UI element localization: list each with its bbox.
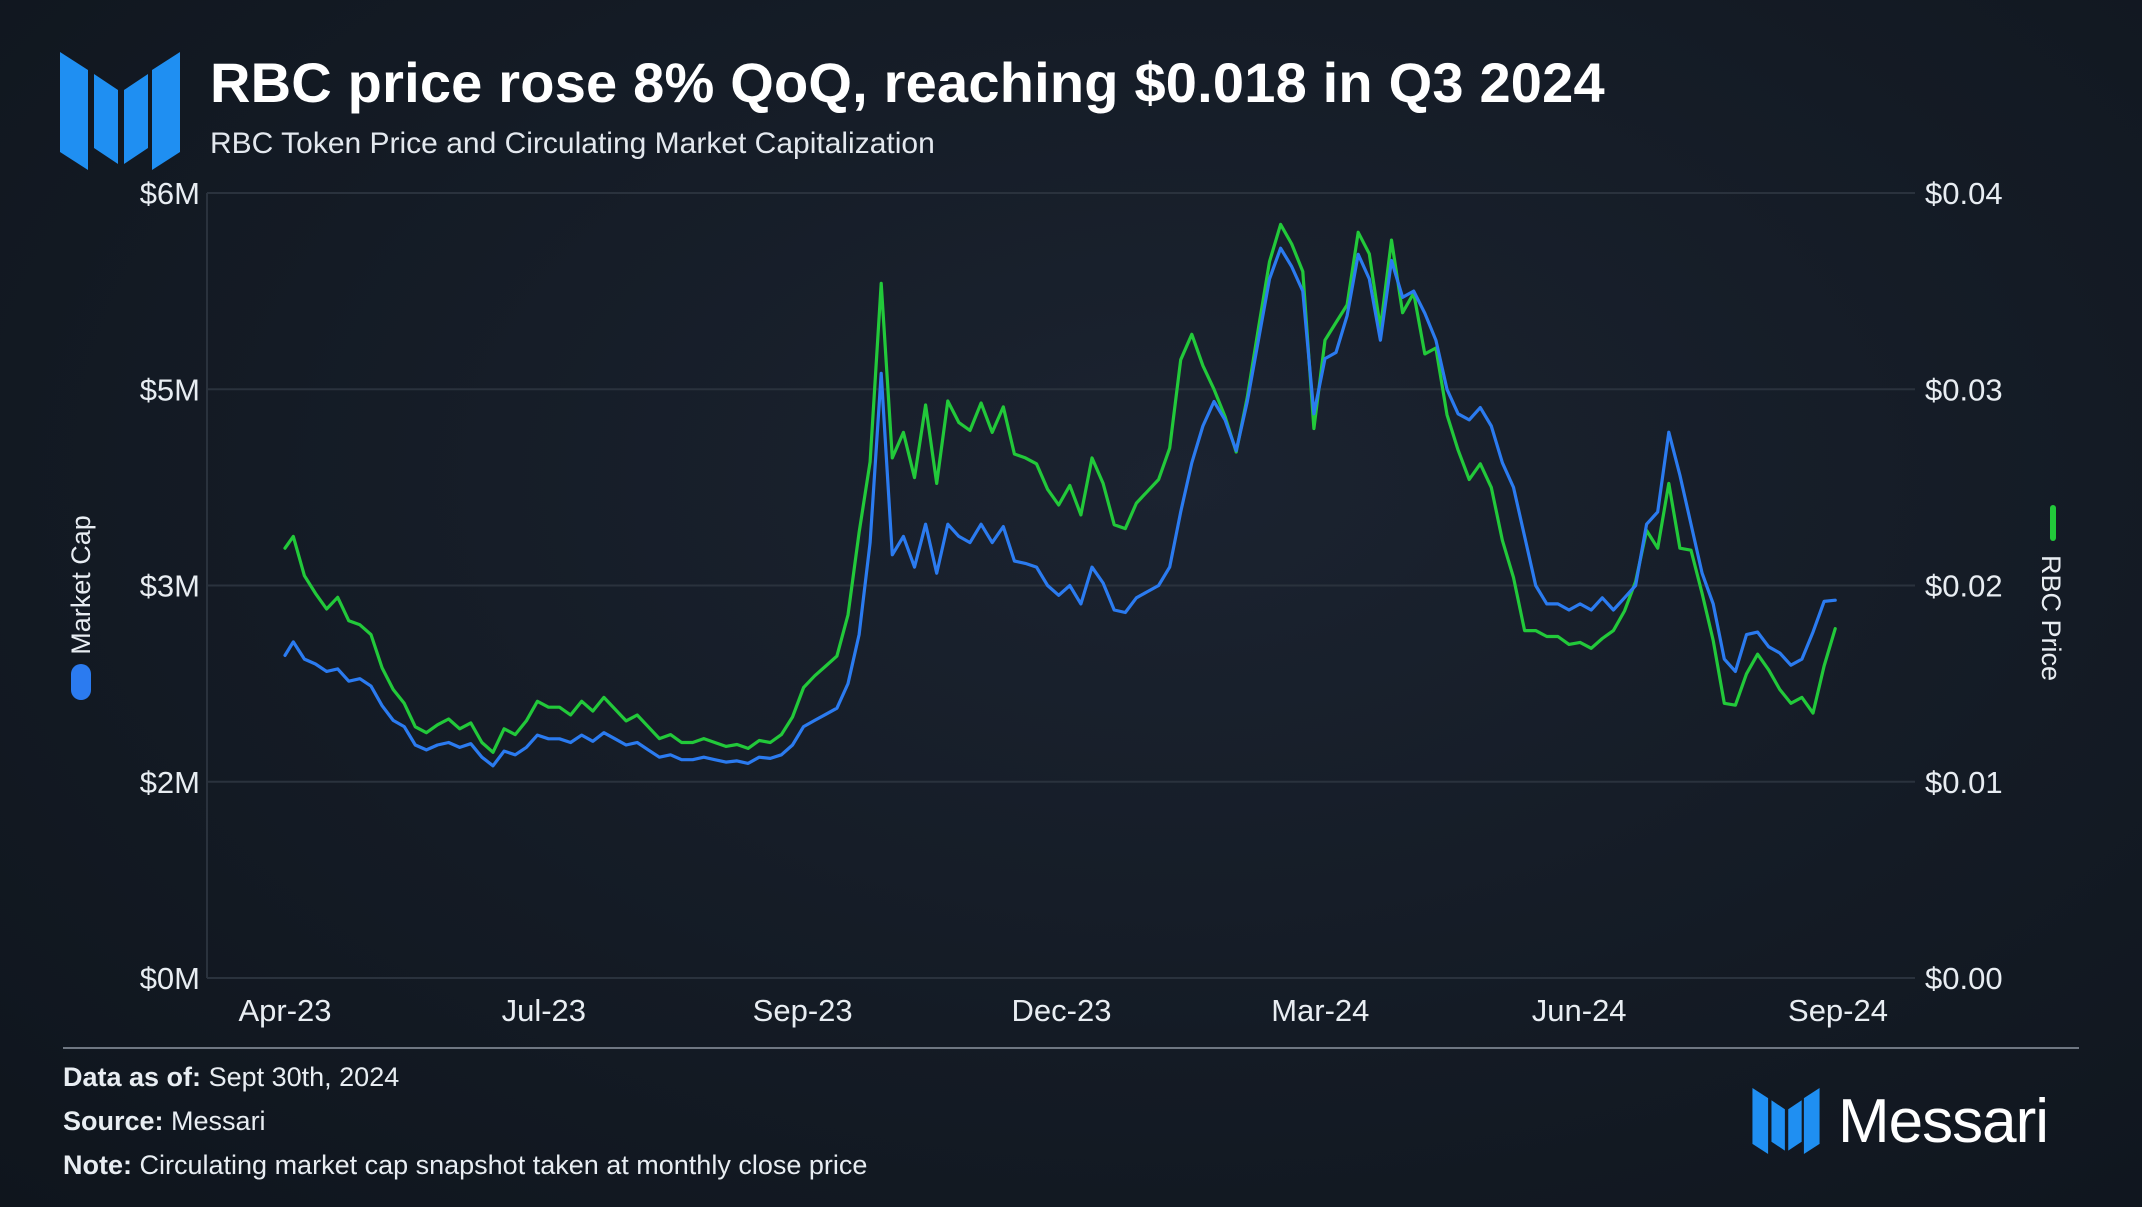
- note-value: Circulating market cap snapshot taken at…: [139, 1150, 868, 1180]
- rbc-price-legend-swatch: [2050, 505, 2056, 541]
- x-axis-ticks: Apr-23 Jul-23 Sep-23 Dec-23 Mar-24 Jun-24 Sep-…: [238, 993, 1888, 1028]
- x-tick-label: Apr-23: [238, 993, 331, 1028]
- left-tick-label: $0M: [140, 961, 200, 996]
- brand-name: Messari: [1838, 1086, 2049, 1156]
- market-cap-series-line: [283, 246, 1837, 768]
- right-tick-label: $0.01: [1925, 765, 2003, 800]
- series-lines: [283, 222, 1837, 768]
- messari-logo-icon: [1752, 1088, 1820, 1154]
- right-tick-label: $0.03: [1925, 372, 2003, 407]
- x-tick-label: Sep-24: [1788, 993, 1888, 1028]
- footer-data-as-of: Data as of: Sept 30th, 2024: [63, 1062, 399, 1093]
- x-tick-label: Dec-23: [1012, 993, 1112, 1028]
- footer-divider-right: [1079, 1047, 2079, 1049]
- chart-title: RBC price rose 8% QoQ, reaching $0.018 i…: [210, 51, 1605, 114]
- footer-divider: [63, 1047, 1079, 1049]
- left-tick-label: $3M: [140, 569, 200, 604]
- messari-logo-icon: [60, 52, 180, 170]
- left-tick-label: $5M: [140, 372, 200, 407]
- grid-lines: [206, 192, 1915, 979]
- market-cap-legend-swatch: [71, 664, 91, 700]
- footer-note: Note: Circulating market cap snapshot ta…: [63, 1150, 867, 1181]
- note-label: Note:: [63, 1150, 132, 1180]
- right-axis-ticks: $0.00 $0.01 $0.02 $0.03 $0.04: [1925, 176, 2003, 996]
- left-axis-title: Market Cap: [66, 515, 96, 655]
- left-tick-label: $2M: [140, 765, 200, 800]
- right-tick-label: $0.00: [1925, 961, 2003, 996]
- left-axis-ticks: $0M $2M $3M $5M $6M: [140, 176, 200, 996]
- x-tick-label: Mar-24: [1271, 993, 1369, 1028]
- footer-source: Source: Messari: [63, 1106, 266, 1137]
- x-tick-label: Jul-23: [502, 993, 586, 1028]
- messari-brand: Messari: [1752, 1086, 2049, 1156]
- chart-area: $0M$2M$3M$5M$6M $0.00$0.01$0.02$0.03$0.0…: [66, 176, 2066, 1028]
- source-value: Messari: [171, 1106, 266, 1136]
- data-as-of-label: Data as of:: [63, 1062, 202, 1092]
- right-tick-label: $0.02: [1925, 569, 2003, 604]
- x-tick-label: Sep-23: [753, 993, 853, 1028]
- chart-subtitle: RBC Token Price and Circulating Market C…: [210, 127, 935, 160]
- right-tick-label: $0.04: [1925, 176, 2003, 211]
- left-tick-label: $6M: [140, 176, 200, 211]
- rbc-price-series-line: [283, 222, 1837, 754]
- source-label: Source:: [63, 1106, 164, 1136]
- x-tick-label: Jun-24: [1532, 993, 1627, 1028]
- right-axis-title: RBC Price: [2036, 555, 2066, 681]
- data-as-of-value: Sept 30th, 2024: [208, 1062, 400, 1092]
